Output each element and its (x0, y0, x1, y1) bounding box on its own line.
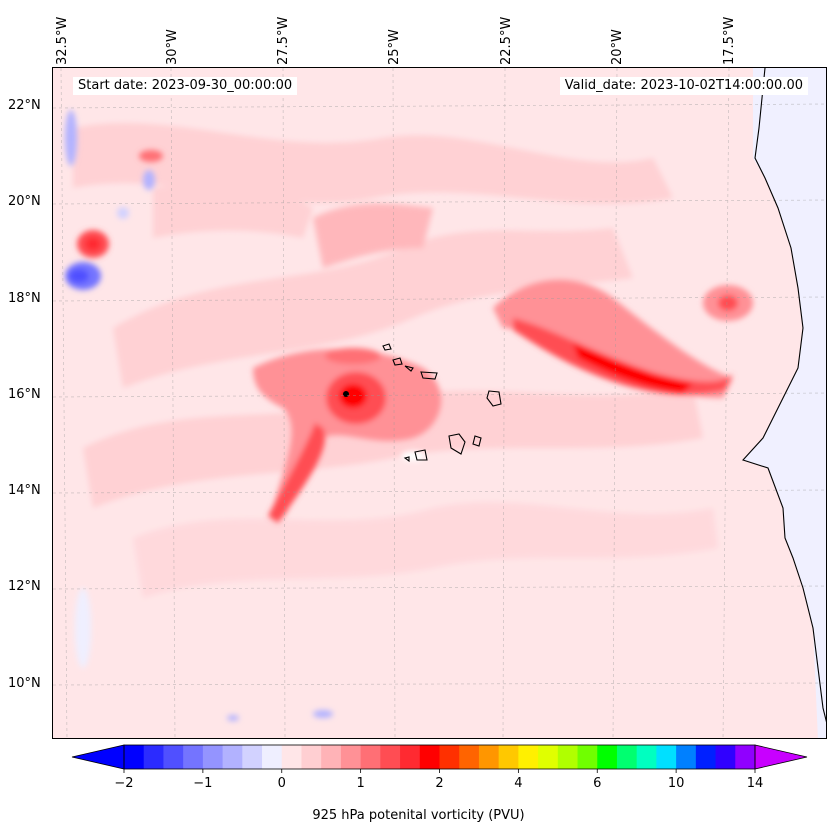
colorbar-cell (419, 745, 440, 769)
colorbar-cell (735, 745, 756, 769)
cape-verde-islands (382, 343, 502, 463)
colorbar-cell (360, 745, 381, 769)
colorbar-cell (498, 745, 519, 769)
colorbar-cell (340, 745, 362, 769)
colorbar-cell (380, 745, 401, 769)
lon-label-17-5w: 17.5°W (722, 16, 737, 65)
colorbar-cell (676, 745, 697, 769)
cyclone-center-marker (343, 391, 349, 397)
colorbar-cell (262, 745, 283, 769)
colorbar-cell (242, 745, 263, 769)
colorbar-cell (518, 745, 539, 769)
lat-label-20n: 20°N (8, 194, 41, 209)
lat-label-22n: 22°N (8, 98, 41, 113)
colorbar-cell (695, 745, 717, 769)
lon-label-20w: 20°W (610, 29, 625, 65)
colorbar-tick-label: −1 (193, 776, 212, 791)
colorbar-cell (439, 745, 460, 769)
lon-label-30w: 30°W (165, 29, 180, 65)
colorbar-extend-high (754, 744, 808, 770)
colorbar-cell (616, 745, 638, 769)
colorbar-tick-label: −2 (114, 776, 133, 791)
colorbar-cell (597, 745, 618, 769)
colorbar-tick-label: 0 (278, 776, 286, 791)
lat-label-10n: 10°N (8, 676, 41, 691)
colorbar-extend-low (71, 744, 125, 770)
colorbar-cell (557, 745, 579, 769)
lon-label-22-5w: 22.5°W (499, 16, 514, 65)
colorbar-cell (163, 745, 184, 769)
valid-date-label: Valid_date: 2023-10-02T14:00:00.00 (559, 77, 808, 95)
colorbar-cell (281, 745, 302, 769)
colorbar-tick-label: 14 (747, 776, 764, 791)
colorbar-tick-label: 6 (593, 776, 601, 791)
africa-coastline (742, 68, 826, 723)
colorbar: −2 −1 0 1 2 4 6 10 14 (71, 744, 808, 791)
lon-label-32-5w: 32.5°W (55, 16, 70, 65)
colorbar-cell (301, 745, 322, 769)
lon-label-25w: 25°W (387, 29, 402, 65)
colorbar-cell (321, 745, 342, 769)
colorbar-cell (715, 745, 736, 769)
lat-label-16n: 16°N (8, 387, 41, 402)
colorbar-label: 925 hPa potenital vorticity (PVU) (312, 808, 525, 823)
lat-label-14n: 14°N (8, 483, 41, 498)
colorbar-cell (202, 745, 224, 769)
colorbar-cell (143, 745, 164, 769)
colorbar-tick-label: 4 (514, 776, 522, 791)
graticule (53, 68, 826, 738)
colorbar-cell (577, 745, 598, 769)
colorbar-cell (222, 745, 243, 769)
pv-map: Start date: 2023-09-30_00:00:00 Valid_da… (52, 67, 827, 739)
colorbar-tick-label: 10 (668, 776, 685, 791)
colorbar-ticks: −2 −1 0 1 2 4 6 10 14 (114, 769, 763, 791)
africa-landmass (743, 68, 826, 738)
colorbar-cells (124, 745, 756, 769)
start-date-label: Start date: 2023-09-30_00:00:00 (73, 77, 298, 95)
colorbar-tick-label: 1 (356, 776, 364, 791)
lat-label-18n: 18°N (8, 291, 41, 306)
colorbar-cell (656, 745, 677, 769)
positive-pv-features (77, 150, 753, 523)
colorbar-cell (183, 745, 204, 769)
lat-label-12n: 12°N (8, 579, 41, 594)
colorbar-cell (124, 745, 145, 769)
colorbar-tick-label: 2 (435, 776, 443, 791)
colorbar-cell (636, 745, 657, 769)
colorbar-cell (538, 745, 559, 769)
colorbar-cell (400, 745, 421, 769)
colorbar-cell (478, 745, 500, 769)
lon-label-27-5w: 27.5°W (276, 16, 291, 65)
colorbar-cell (459, 745, 480, 769)
map-canvas (53, 68, 826, 738)
pv-contours-weak (73, 123, 718, 598)
